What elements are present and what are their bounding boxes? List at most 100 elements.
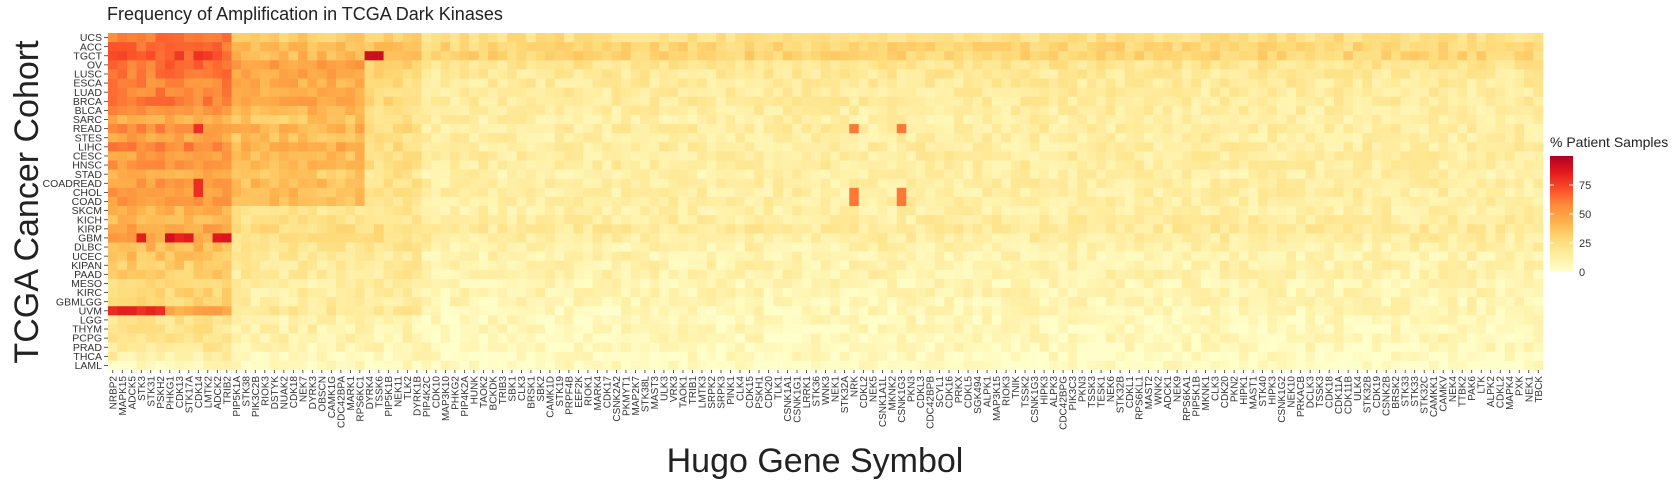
heatmap-cell xyxy=(706,124,717,134)
heatmap-cell xyxy=(203,187,213,198)
heatmap-cell xyxy=(497,233,508,243)
heatmap-cell xyxy=(649,87,660,98)
heatmap-cell xyxy=(1447,196,1458,207)
heatmap-cell xyxy=(982,233,993,243)
heatmap-cell xyxy=(146,260,156,271)
heatmap-cell xyxy=(478,278,489,289)
heatmap-cell xyxy=(1409,114,1420,125)
heatmap-cell xyxy=(858,42,869,52)
heatmap-cell xyxy=(678,96,689,107)
heatmap-cell xyxy=(782,151,793,161)
heatmap-cell xyxy=(1029,133,1040,143)
heatmap-cell xyxy=(117,224,128,234)
heatmap-cell xyxy=(488,87,498,98)
heatmap-cell xyxy=(1295,169,1306,180)
heatmap-cell xyxy=(820,169,831,180)
heatmap-cell xyxy=(459,324,470,334)
heatmap-cell xyxy=(1229,260,1240,271)
heatmap-cell xyxy=(1162,269,1173,280)
heatmap-cell xyxy=(1257,297,1268,307)
heatmap-cell xyxy=(383,315,394,325)
heatmap-cell xyxy=(640,169,651,180)
heatmap-cell xyxy=(1210,178,1221,189)
heatmap-cell xyxy=(1067,297,1078,307)
heatmap-cell xyxy=(450,233,460,243)
heatmap-cell xyxy=(725,260,736,271)
heatmap-cell xyxy=(459,151,470,161)
heatmap-cell xyxy=(687,151,698,161)
heatmap-cell xyxy=(1086,78,1097,88)
heatmap-cell xyxy=(1400,178,1411,189)
heatmap-cell xyxy=(1086,105,1097,116)
heatmap-cell xyxy=(963,306,974,316)
heatmap-cell xyxy=(1381,242,1392,252)
heatmap-cell xyxy=(402,169,413,180)
heatmap-cell xyxy=(1314,306,1325,316)
heatmap-cell xyxy=(1039,278,1050,289)
heatmap-cell xyxy=(697,33,708,43)
heatmap-cell xyxy=(925,215,936,225)
heatmap-cell xyxy=(611,178,622,189)
heatmap-cell xyxy=(1257,42,1268,52)
heatmap-cell xyxy=(1115,78,1126,88)
heatmap-cell xyxy=(1162,87,1173,98)
heatmap-cell xyxy=(1409,324,1420,334)
heatmap-cell xyxy=(1210,60,1221,70)
heatmap-cell xyxy=(336,187,346,198)
heatmap-cell xyxy=(250,96,261,107)
heatmap-cell xyxy=(782,288,793,298)
heatmap-cell xyxy=(1390,69,1401,79)
heatmap-cell xyxy=(174,278,185,289)
heatmap-cell xyxy=(659,224,670,234)
heatmap-cell xyxy=(1172,215,1183,225)
heatmap-cell xyxy=(1485,78,1496,88)
heatmap-cell xyxy=(1438,114,1449,125)
heatmap-cell xyxy=(317,278,327,289)
heatmap-cell xyxy=(1447,124,1458,134)
heatmap-cell xyxy=(450,242,460,252)
heatmap-cell xyxy=(1447,215,1458,225)
heatmap-cell xyxy=(1485,206,1496,216)
heatmap-cell xyxy=(621,33,632,43)
heatmap-cell xyxy=(1428,196,1439,207)
heatmap-cell xyxy=(801,51,812,61)
heatmap-cell xyxy=(478,297,489,307)
heatmap-cell xyxy=(241,288,251,298)
heatmap-cell xyxy=(1200,269,1211,280)
heatmap-cell xyxy=(649,96,660,107)
heatmap-cell xyxy=(393,87,403,98)
heatmap-cell xyxy=(934,114,945,125)
heatmap-cell xyxy=(146,215,156,225)
heatmap-cell xyxy=(573,114,584,125)
heatmap-cell xyxy=(839,324,850,334)
heatmap-cell xyxy=(763,33,774,43)
heatmap-cell xyxy=(706,215,717,225)
heatmap-cell xyxy=(1276,242,1287,252)
heatmap-cell xyxy=(839,96,850,107)
heatmap-cell xyxy=(307,160,318,170)
heatmap-cell xyxy=(953,233,964,243)
heatmap-cell xyxy=(754,324,765,334)
heatmap-cell xyxy=(573,297,584,307)
heatmap-cell xyxy=(1466,315,1477,325)
heatmap-cell xyxy=(621,151,632,161)
heatmap-cell xyxy=(735,206,746,216)
heatmap-cell xyxy=(497,224,508,234)
heatmap-cell xyxy=(1371,133,1382,143)
heatmap-cell xyxy=(1485,142,1496,152)
heatmap-cell xyxy=(1438,78,1449,88)
heatmap-cell xyxy=(1495,278,1506,289)
heatmap-cell xyxy=(763,315,774,325)
heatmap-cell xyxy=(507,60,517,70)
heatmap-cell xyxy=(402,315,413,325)
heatmap-cell xyxy=(497,151,508,161)
heatmap-cell xyxy=(630,142,641,152)
heatmap-cell xyxy=(659,315,670,325)
heatmap-cell xyxy=(507,324,517,334)
heatmap-cell xyxy=(678,133,689,143)
heatmap-cell xyxy=(1210,78,1221,88)
heatmap-cell xyxy=(735,324,746,334)
heatmap-cell xyxy=(1476,142,1487,152)
heatmap-cell xyxy=(982,288,993,298)
heatmap-cell xyxy=(1324,142,1335,152)
